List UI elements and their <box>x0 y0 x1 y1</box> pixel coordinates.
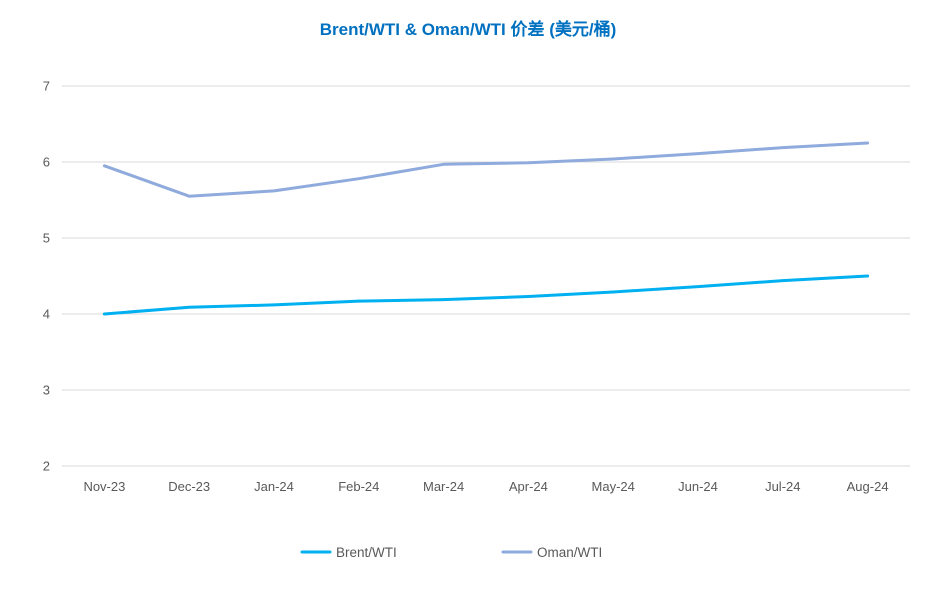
gridlines <box>62 85 910 467</box>
y-tick-label: 6 <box>43 155 50 170</box>
legend-label: Brent/WTI <box>336 545 397 560</box>
x-tick-label: Jul-24 <box>765 479 800 494</box>
y-tick-label: 3 <box>43 383 50 398</box>
x-tick-label: Feb-24 <box>338 479 379 494</box>
series-line-oman-wti <box>102 141 870 198</box>
series-lines <box>102 141 870 316</box>
x-tick-label: May-24 <box>592 479 635 494</box>
x-tick-label: Jun-24 <box>678 479 718 494</box>
y-tick-label: 4 <box>43 307 50 322</box>
legend-label: Oman/WTI <box>537 545 602 560</box>
x-axis: Nov-23 Dec-23 Jan-24 Feb-24 Mar-24 Apr-24 May-… <box>83 479 888 494</box>
series-line-brent-wti <box>102 274 870 316</box>
y-axis: 2 3 4 5 6 7 <box>43 79 50 474</box>
y-tick-label: 5 <box>43 231 50 246</box>
chart-title: Brent/WTI & Oman/WTI 价差 (美元/桶) <box>320 19 617 39</box>
x-tick-label: Mar-24 <box>423 479 464 494</box>
x-tick-label: Apr-24 <box>509 479 548 494</box>
x-tick-label: Nov-23 <box>83 479 125 494</box>
y-tick-label: 7 <box>43 79 50 94</box>
y-tick-label: 2 <box>43 459 50 474</box>
x-tick-label: Jan-24 <box>254 479 294 494</box>
legend: Brent/WTI Oman/WTI <box>300 545 602 560</box>
x-tick-label: Aug-24 <box>847 479 889 494</box>
x-tick-label: Dec-23 <box>168 479 210 494</box>
